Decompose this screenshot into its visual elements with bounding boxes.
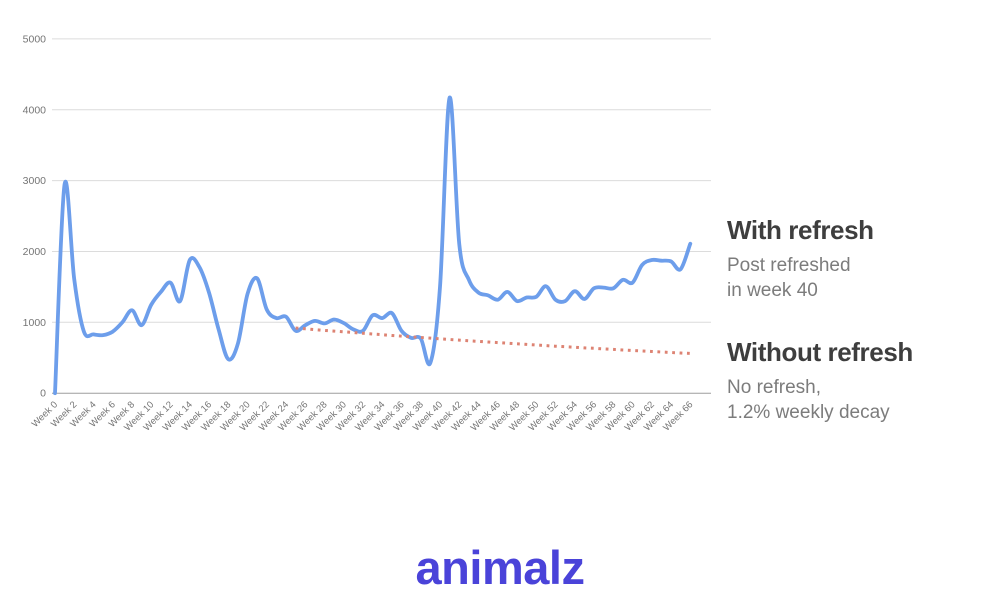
without-refresh-subtitle-line1: No refresh, — [727, 377, 821, 398]
without-refresh-subtitle-line2: 1.2% weekly decay — [727, 402, 890, 423]
y-axis-label-0: 0 — [40, 388, 46, 400]
without-refresh-subtitle: No refresh, 1.2% weekly decay — [727, 375, 913, 425]
y-axis-label-5000: 5000 — [23, 33, 47, 45]
with-refresh-subtitle: Post refreshed in week 40 — [727, 253, 874, 303]
y-axis-label-3000: 3000 — [23, 175, 47, 187]
with-refresh-title: With refresh — [727, 215, 874, 245]
with-refresh-subtitle-line1: Post refreshed — [727, 255, 851, 276]
y-axis-label-1000: 1000 — [23, 317, 47, 329]
annotation-with-refresh: With refresh Post refreshed in week 40 — [727, 215, 874, 303]
without-refresh-title: Without refresh — [727, 337, 913, 367]
y-axis-label-2000: 2000 — [23, 246, 47, 258]
series-with-refresh-line — [53, 95, 693, 396]
with-refresh-subtitle-line2: in week 40 — [727, 280, 818, 301]
series-without-refresh-line — [295, 326, 691, 355]
y-axis-label-4000: 4000 — [23, 104, 47, 116]
animalz-logo: animalz — [415, 541, 585, 594]
annotation-without-refresh: Without refresh No refresh, 1.2% weekly … — [727, 337, 913, 425]
